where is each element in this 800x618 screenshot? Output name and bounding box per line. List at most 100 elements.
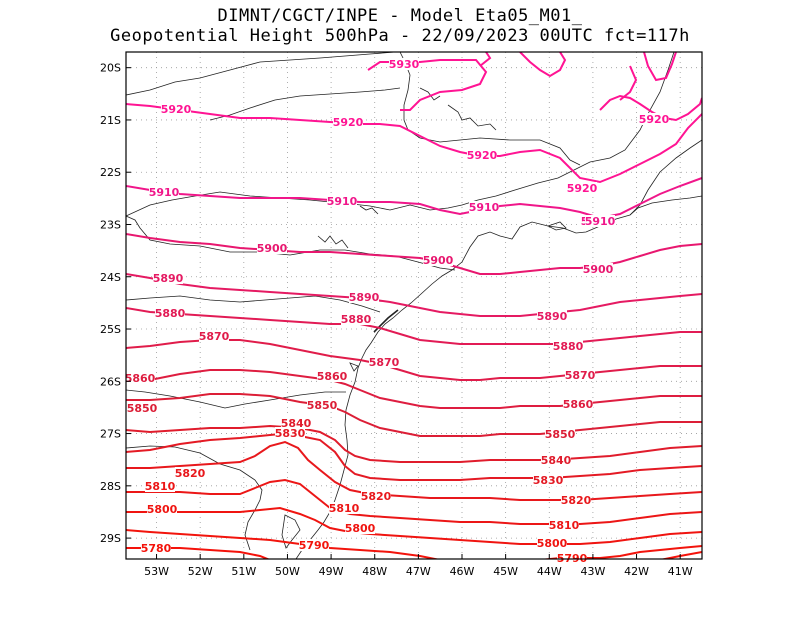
graticule xyxy=(126,52,702,559)
contour-5840 xyxy=(126,424,702,463)
contour-label-bg xyxy=(583,263,613,275)
lat-tick-label: 29S xyxy=(100,532,121,545)
contour-label-5870: 5870 xyxy=(369,356,400,369)
lon-tick-label: 51W xyxy=(231,565,256,578)
contour-label-5820: 5820 xyxy=(175,467,206,480)
lon-tick-label: 46W xyxy=(450,565,475,578)
lon-tick-label: 44W xyxy=(537,565,562,578)
contour-label-bg xyxy=(341,313,371,325)
contour-label-bg xyxy=(307,399,337,411)
lon-tick-label: 48W xyxy=(362,565,387,578)
contour-label-5920: 5920 xyxy=(467,149,498,162)
coastline-and-borders xyxy=(126,52,702,559)
contour-5860 xyxy=(126,369,702,409)
contour-5800 xyxy=(126,506,702,545)
lon-tick-label: 45W xyxy=(493,565,518,578)
contour-label-5900: 5900 xyxy=(257,242,288,255)
lon-tick-label: 50W xyxy=(275,565,300,578)
contour-5920 xyxy=(126,103,702,184)
contour-label-5840: 5840 xyxy=(541,454,572,467)
contour-label-bg xyxy=(549,519,579,531)
contour-label-5810: 5810 xyxy=(549,519,580,532)
contour-label-5920: 5920 xyxy=(333,116,364,129)
lat-tick-label: 20S xyxy=(100,62,121,75)
map-frame xyxy=(125,51,703,560)
contour-label-5900: 5900 xyxy=(423,254,454,267)
contour-lines xyxy=(126,52,702,559)
contour-label-5870: 5870 xyxy=(565,369,596,382)
lon-tick-label: 43W xyxy=(580,565,605,578)
lon-tick-label: 49W xyxy=(319,565,344,578)
contour-label-5800: 5800 xyxy=(345,522,376,535)
map-title-line2: Geopotential Height 500hPa - 22/09/2023 … xyxy=(110,26,690,46)
contour-label-bg xyxy=(389,58,419,70)
contour-label-5920: 5920 xyxy=(161,103,192,116)
contour-label-bg xyxy=(149,186,179,198)
lat-tick-label: 22S xyxy=(100,166,121,179)
contour-label-5870: 5870 xyxy=(199,330,230,343)
contour-label-bg xyxy=(199,330,229,342)
contour-label-5860: 5860 xyxy=(317,370,348,383)
contour-label-5860: 5860 xyxy=(563,398,594,411)
contour-5850 xyxy=(126,393,702,437)
contour-label-5890: 5890 xyxy=(153,272,184,285)
lat-tick-label: 24S xyxy=(100,271,121,284)
contour-label-5910: 5910 xyxy=(149,186,180,199)
contour-label-bg xyxy=(299,539,329,551)
contour-label-5920: 5920 xyxy=(567,182,598,195)
contour-5870 xyxy=(126,339,702,381)
contour-5900 xyxy=(126,233,702,275)
contour-label-bg xyxy=(161,103,191,115)
contour-label-bg xyxy=(553,340,583,352)
contour-label-bg xyxy=(155,307,185,319)
contour-label-5920: 5920 xyxy=(639,113,670,126)
lat-tick-label: 26S xyxy=(100,375,121,388)
contour-label-bg xyxy=(541,454,571,466)
contour-label-5850: 5850 xyxy=(307,399,338,412)
contour-label-5810: 5810 xyxy=(329,502,360,515)
contour-label-bg xyxy=(345,522,375,534)
coastline xyxy=(295,195,702,559)
contour-label-bg xyxy=(545,428,575,440)
contour-label-bg xyxy=(349,291,379,303)
contour-label-bg xyxy=(557,552,587,564)
contour-label-5830: 5830 xyxy=(275,427,306,440)
contour-label-bg xyxy=(329,502,359,514)
contour-labels: 5930 5920 5920 5920 5920 5920 5910 5910 5910 5910… xyxy=(125,58,670,565)
contour-label-5880: 5880 xyxy=(155,307,186,320)
contour-label-5840: 5840 xyxy=(281,417,312,430)
contour-label-bg xyxy=(469,201,499,213)
contour-label-5810: 5810 xyxy=(145,480,176,493)
lat-tick-label: 28S xyxy=(100,480,121,493)
contour-5810 xyxy=(126,478,702,525)
contour-label-5930: 5930 xyxy=(389,58,420,71)
contour-label-bg xyxy=(639,113,669,125)
lon-tick-label: 42W xyxy=(624,565,649,578)
contour-label-5910: 5910 xyxy=(469,201,500,214)
contour-5790 xyxy=(126,529,702,559)
axis-ticks: 20S 21S 22S 23S 24S 25S 26S 27S 28S 29S 53W 52W 51W 5… xyxy=(100,62,693,578)
contour-label-5860: 5860 xyxy=(125,372,156,385)
contour-label-bg xyxy=(561,494,591,506)
contour-label-5790: 5790 xyxy=(299,539,330,552)
lon-tick-label: 52W xyxy=(188,565,213,578)
contour-label-5900: 5900 xyxy=(583,263,614,276)
contour-label-bg xyxy=(275,427,305,439)
contour-label-5880: 5880 xyxy=(341,313,372,326)
contour-5830 xyxy=(126,432,702,481)
contour-label-5830: 5830 xyxy=(533,474,564,487)
contour-label-5910: 5910 xyxy=(585,215,616,228)
lon-tick-label: 53W xyxy=(144,565,169,578)
contour-5820 xyxy=(126,440,702,501)
contour-label-bg xyxy=(145,480,175,492)
contour-label-5890: 5890 xyxy=(537,310,568,323)
contour-label-bg xyxy=(125,372,155,384)
contour-label-5850: 5850 xyxy=(127,402,158,415)
contour-label-bg xyxy=(141,542,171,554)
contour-label-bg xyxy=(423,254,453,266)
contour-label-bg xyxy=(257,242,287,254)
contour-label-5800: 5800 xyxy=(537,537,568,550)
lat-tick-label: 23S xyxy=(100,218,121,231)
contour-label-bg xyxy=(369,356,399,368)
contour-label-5800: 5800 xyxy=(147,503,178,516)
